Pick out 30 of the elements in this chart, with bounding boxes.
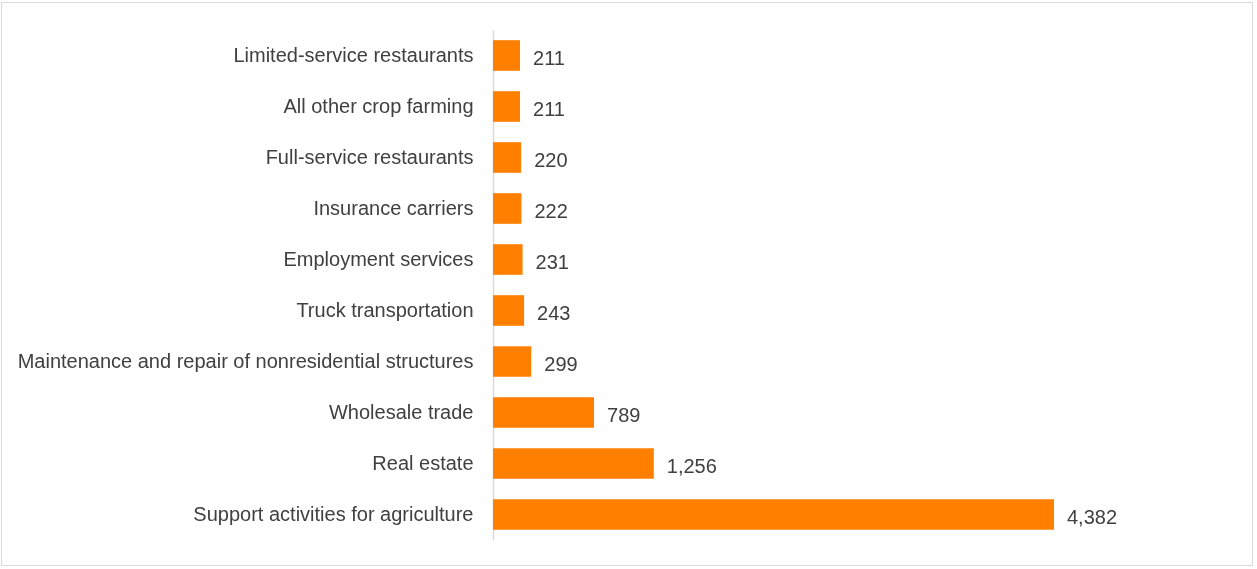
bar <box>493 295 525 326</box>
data-label: 231 <box>535 250 569 273</box>
data-label: 211 <box>533 97 565 120</box>
y-tick-label: Wholesale trade <box>328 400 474 423</box>
y-tick-label: Real estate <box>372 451 474 474</box>
y-tick-label: Employment services <box>283 247 474 270</box>
bar <box>493 346 532 377</box>
y-tick-label: Maintenance and repair of nonresidential structures <box>17 349 474 372</box>
bar <box>493 193 522 224</box>
data-label: 4,382 <box>1067 505 1118 528</box>
bar <box>493 40 521 71</box>
data-label: 211 <box>533 46 565 69</box>
data-label: 1,256 <box>666 454 717 477</box>
bar <box>493 448 654 479</box>
data-label: 222 <box>534 199 568 222</box>
y-tick-label: Support activities for agriculture <box>193 502 474 525</box>
bar <box>493 91 521 122</box>
bar <box>493 499 1054 530</box>
data-label: 243 <box>537 301 571 324</box>
y-tick-label: Full-service restaurants <box>265 145 474 168</box>
y-tick-label: Truck transportation <box>296 298 474 321</box>
bar <box>493 397 595 428</box>
y-tick-label: Limited-service restaurants <box>233 43 474 66</box>
data-label: 220 <box>534 148 568 171</box>
y-tick-label: Insurance carriers <box>313 196 474 219</box>
bar <box>493 142 522 173</box>
data-label: 789 <box>607 403 641 426</box>
y-tick-label: All other crop farming <box>283 94 474 117</box>
bar <box>493 244 523 275</box>
data-label: 299 <box>544 352 578 375</box>
